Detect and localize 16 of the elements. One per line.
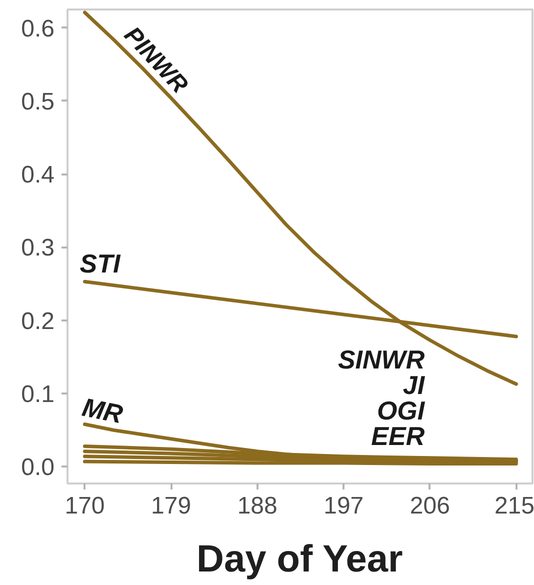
y-tick-label: 0.5 [21,88,55,116]
y-tick-label: 0.6 [21,15,55,42]
x-tick-label: 206 [410,492,450,520]
y-tick-label: 0.1 [21,381,55,408]
y-tick-label: 0.3 [21,234,55,262]
text: MR [80,392,126,430]
x-tick-label: 215 [494,492,534,520]
x-axis-title: Day of Year [196,538,404,580]
x-tick-label: 197 [324,492,364,520]
series-label: STI [80,248,121,279]
y-tick-label: 0.4 [21,162,55,189]
x-tick-label: 179 [151,492,192,520]
y-tick-label: 0.2 [21,308,55,335]
x-tick-label: 170 [64,492,105,520]
x-tick-label: 188 [237,492,278,520]
y-tick-label: 0.0 [21,454,55,482]
